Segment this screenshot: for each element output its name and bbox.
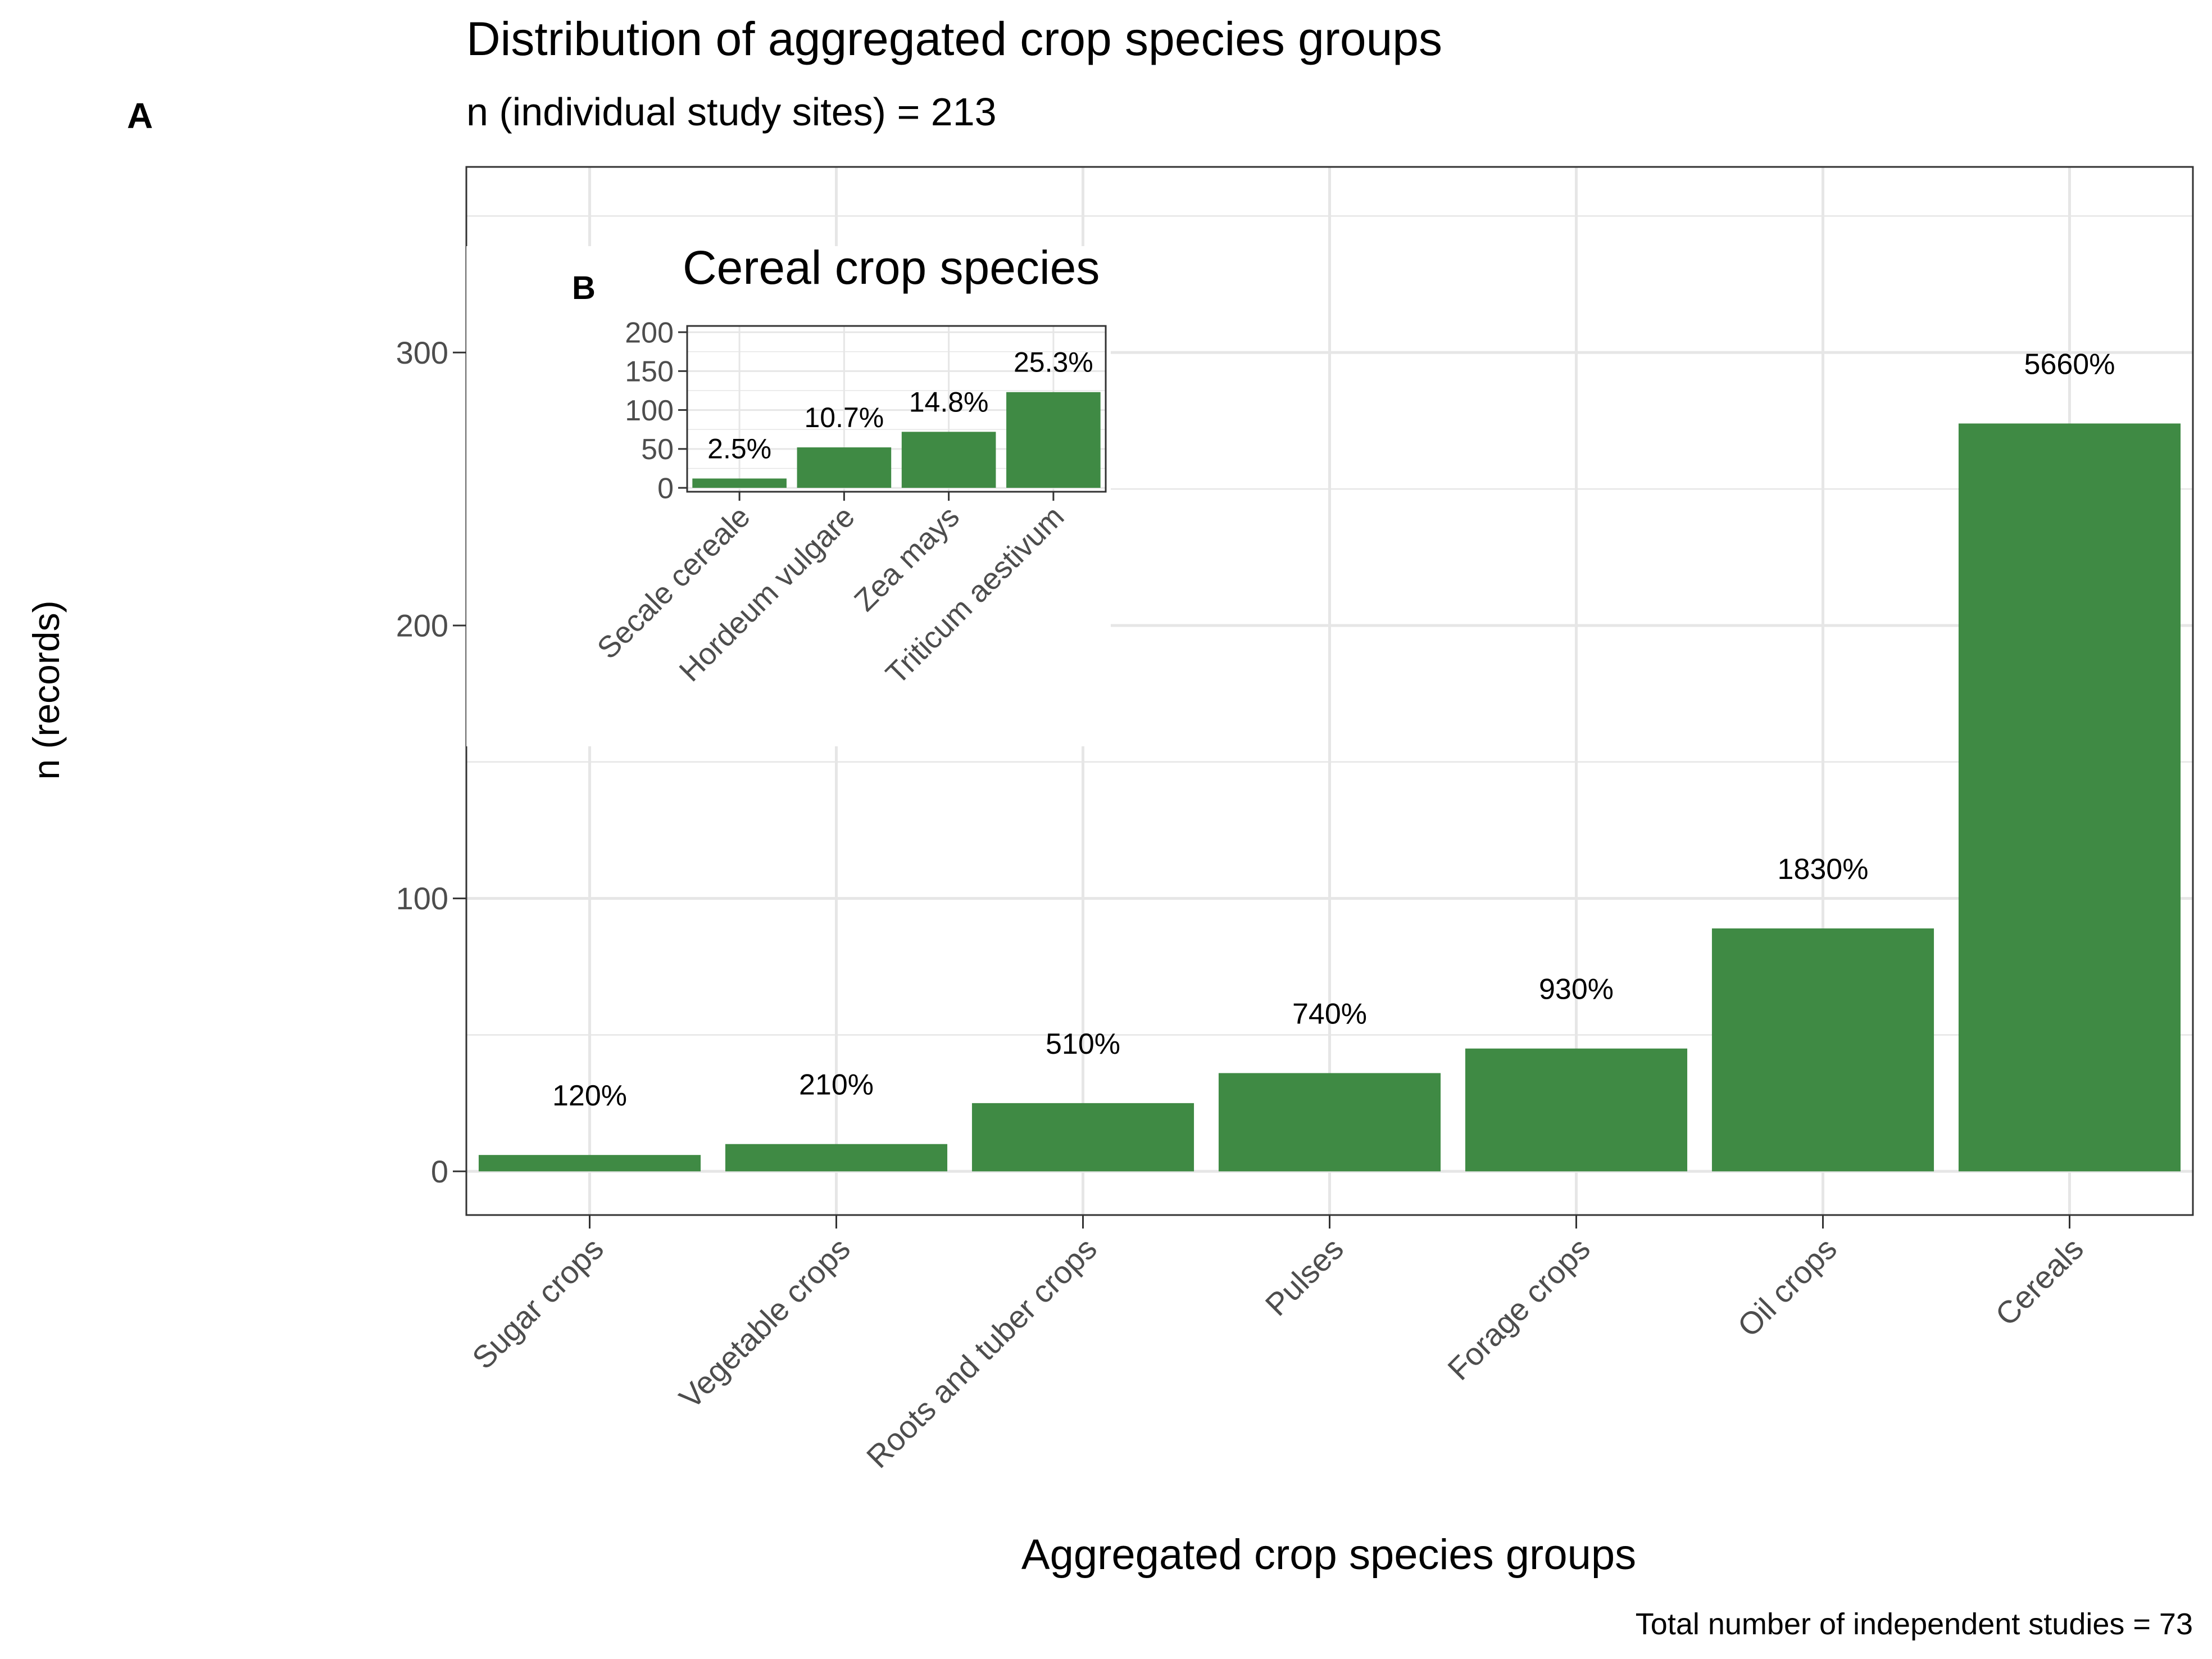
main-data-labels: 120% 210% 510% 740% 930% 1830% 5660%: [552, 348, 2115, 1113]
inset-bars: [692, 392, 1101, 488]
panel-b-label: B: [572, 270, 596, 306]
bar: [1465, 1048, 1688, 1172]
main-title: Distribution of aggregated crop species …: [466, 12, 1442, 65]
data-label: 930%: [1539, 973, 1614, 1006]
data-label: 2.5%: [707, 433, 771, 464]
y-tick-label: 100: [396, 881, 448, 916]
main-y-axis: 0 100 200 300: [396, 335, 466, 1189]
main-y-axis-title: n (records): [25, 600, 67, 779]
inset-data-labels: 2.5% 10.7% 14.8% 25.3%: [707, 347, 1093, 465]
bar: [1218, 1073, 1441, 1172]
data-label: 120%: [552, 1080, 627, 1112]
bar: [478, 1155, 701, 1172]
bar: [971, 1103, 1194, 1172]
panel-a-label: A: [127, 96, 153, 136]
data-label: 210%: [799, 1069, 874, 1102]
bar: [692, 478, 787, 488]
bar: [1006, 392, 1101, 488]
data-label: 740%: [1292, 998, 1367, 1030]
data-label: 510%: [1046, 1028, 1120, 1060]
bar: [797, 447, 892, 488]
footer-caption: Total number of independent studies = 73: [1636, 1607, 2193, 1641]
data-label: 5660%: [2024, 348, 2115, 381]
inset-title: Cereal crop species: [683, 241, 1100, 294]
y-tick-label: 200: [396, 608, 448, 643]
bar: [901, 432, 996, 488]
y-tick-label: 100: [625, 395, 674, 427]
y-tick-label: 0: [657, 472, 674, 505]
bar: [725, 1144, 948, 1172]
y-tick-label: 150: [625, 356, 674, 388]
y-tick-label: 300: [396, 335, 448, 370]
inset-plot-border: [686, 325, 1107, 493]
y-tick-label: 0: [431, 1154, 448, 1189]
data-label: 14.8%: [909, 386, 989, 418]
y-tick-label: 50: [641, 433, 674, 466]
y-tick-label: 200: [625, 316, 674, 349]
data-label: 25.3%: [1014, 347, 1093, 378]
data-label: 10.7%: [804, 402, 884, 433]
data-label: 1830%: [1778, 853, 1869, 886]
inset-background: [466, 246, 1111, 746]
inset-chart: B Cereal crop species 2.5% 10.7% 14.8% 25.3…: [466, 241, 1111, 746]
inset-y-axis: 0 50 100 150 200: [625, 316, 687, 505]
main-subtitle: n (individual study sites) = 213: [466, 90, 997, 134]
bar: [1711, 928, 1934, 1172]
main-x-axis-title: Aggregated crop species groups: [1021, 1531, 1636, 1579]
main-bars: [478, 423, 2181, 1172]
bar: [1958, 423, 2181, 1172]
